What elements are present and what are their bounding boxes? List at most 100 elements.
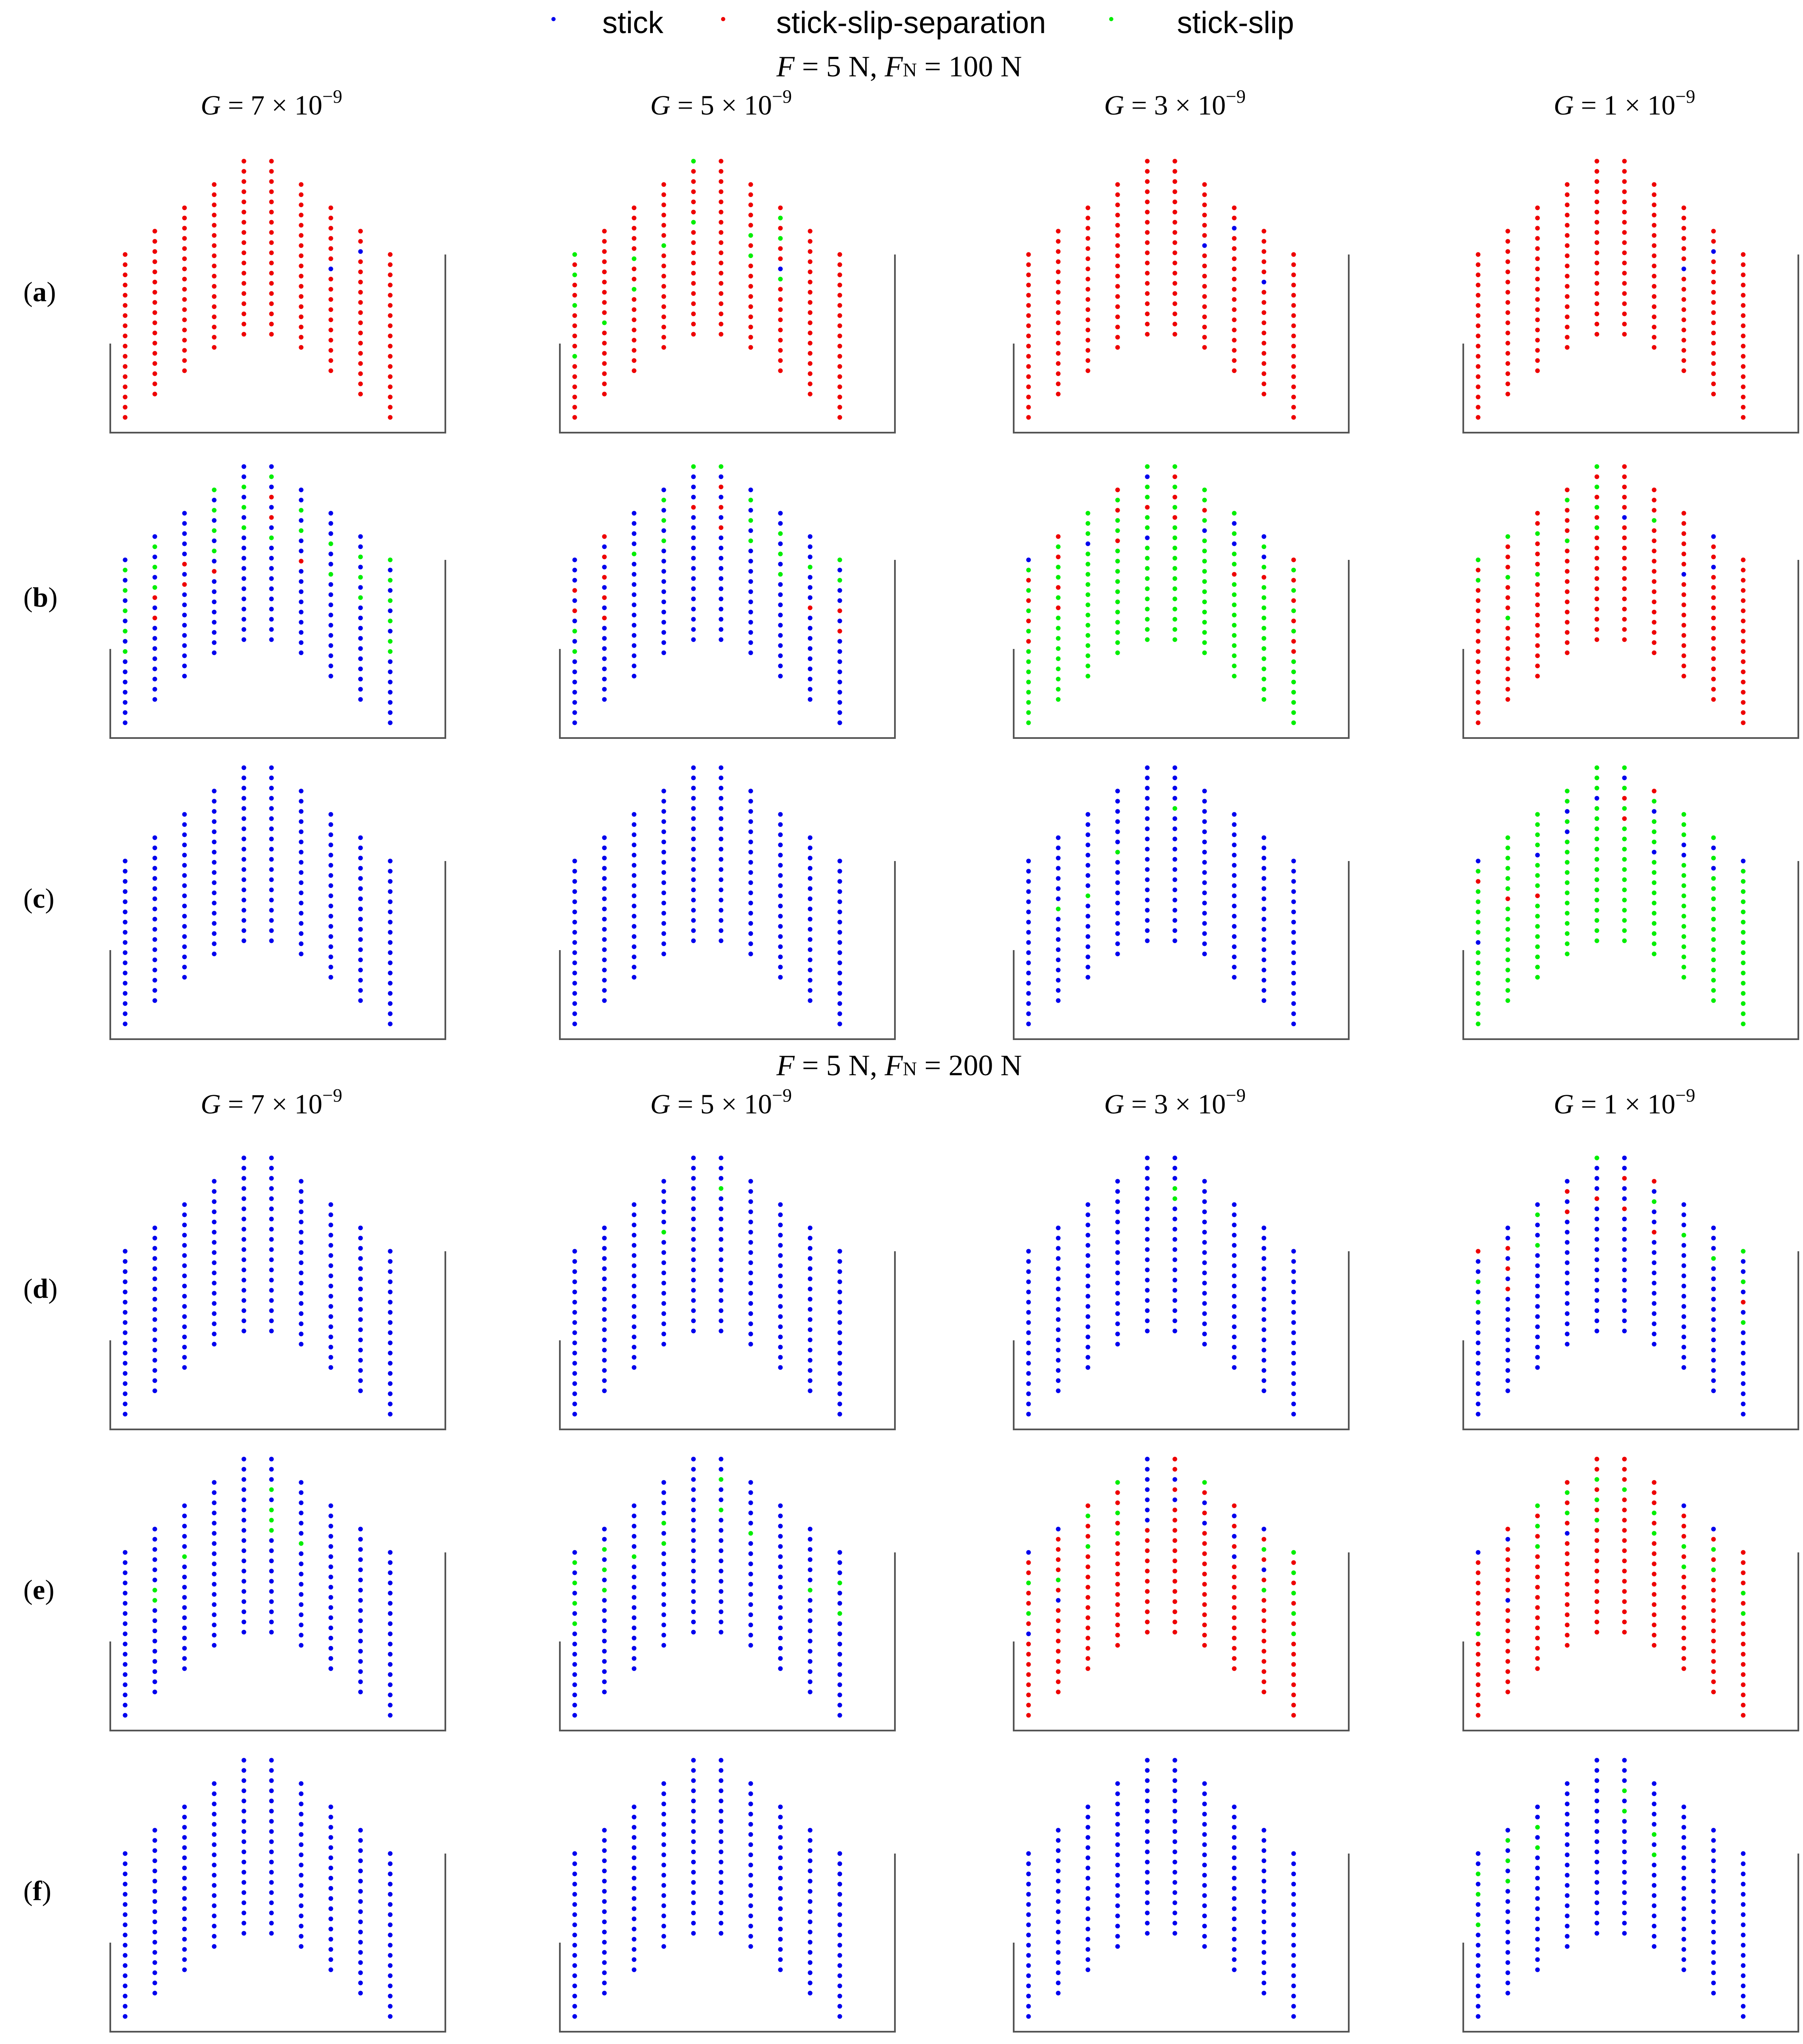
contact-point <box>1741 950 1746 955</box>
panel-frame <box>559 560 896 739</box>
contact-point <box>808 1899 813 1904</box>
contact-point <box>1681 1916 1686 1921</box>
contact-point <box>1594 1206 1599 1211</box>
contact-point <box>212 1281 217 1286</box>
contact-point <box>388 649 393 654</box>
contact-point <box>1711 917 1716 922</box>
contact-point <box>212 202 217 207</box>
contact-point <box>1202 324 1207 330</box>
contact-point <box>1622 836 1627 842</box>
contact-point <box>1711 249 1716 254</box>
contact-point <box>358 835 363 840</box>
contact-point <box>1026 1621 1031 1626</box>
contact-point <box>1535 215 1540 221</box>
contact-point <box>718 291 724 296</box>
contact-point <box>152 866 157 871</box>
contact-point <box>1622 545 1627 551</box>
contact-point <box>808 310 813 315</box>
contact-point <box>718 887 724 892</box>
contact-point <box>1652 1592 1657 1597</box>
contact-point <box>212 1602 217 1607</box>
contact-point <box>1145 1839 1150 1844</box>
contact-point <box>123 1550 128 1555</box>
contact-point <box>1232 812 1237 817</box>
contact-point <box>1565 498 1570 503</box>
contact-point <box>388 690 393 695</box>
contact-point <box>1085 1345 1090 1350</box>
contact-point <box>1505 988 1510 993</box>
contact-point <box>808 259 813 264</box>
contact-point <box>152 595 157 600</box>
contact-point <box>1115 1510 1120 1516</box>
contact-point <box>299 900 304 906</box>
contact-point <box>1535 307 1540 312</box>
contact-point <box>299 1331 304 1337</box>
contact-point <box>388 1892 393 1897</box>
contact-point <box>1535 338 1540 343</box>
contact-point <box>602 1557 607 1562</box>
contact-point <box>241 1900 246 1905</box>
contact-point <box>182 674 187 679</box>
contact-point <box>1291 940 1296 945</box>
contact-point <box>241 169 246 174</box>
contact-point <box>1232 914 1237 919</box>
contact-point <box>837 1320 842 1325</box>
contact-point <box>212 1903 217 1908</box>
contact-point <box>1056 937 1061 942</box>
contact-point <box>269 169 274 174</box>
contact-point <box>358 1266 363 1271</box>
contact-point <box>123 618 128 624</box>
contact-point <box>212 589 217 594</box>
contact-point <box>212 931 217 936</box>
contact-point <box>1085 1513 1090 1518</box>
contact-point <box>778 511 783 516</box>
contact-point <box>1145 311 1150 316</box>
contact-point <box>1681 863 1686 868</box>
contact-point <box>212 1189 217 1194</box>
contact-point <box>1535 612 1540 618</box>
contact-point <box>182 623 187 628</box>
contact-point <box>632 1656 637 1661</box>
contact-point <box>299 508 304 513</box>
contact-point <box>808 957 813 962</box>
contact-point <box>299 1781 304 1786</box>
contact-point <box>152 1266 157 1271</box>
contact-point <box>328 1253 333 1258</box>
contact-point <box>1261 1940 1266 1945</box>
contact-point <box>1565 202 1570 207</box>
contact-point <box>1741 869 1746 874</box>
contact-point <box>837 1011 842 1016</box>
contact-point <box>1622 1518 1627 1523</box>
contact-point <box>182 1855 187 1860</box>
contact-point <box>1505 1588 1510 1593</box>
contact-point <box>1505 1567 1510 1572</box>
contact-point <box>358 1980 363 1985</box>
contact-point <box>691 1859 696 1865</box>
contact-point <box>1261 1659 1266 1664</box>
contact-point <box>299 951 304 956</box>
contact-point <box>1115 579 1120 584</box>
contact-point <box>691 505 696 510</box>
contact-point <box>748 1924 753 1929</box>
contact-point <box>1172 607 1177 612</box>
contact-point <box>328 1906 333 1911</box>
contact-point <box>602 1286 607 1292</box>
contact-point <box>241 918 246 923</box>
contact-point <box>572 1249 577 1254</box>
contact-point <box>241 230 246 235</box>
contact-point <box>1115 538 1120 543</box>
contact-point <box>1594 898 1599 903</box>
contact-point <box>152 1256 157 1261</box>
contact-point <box>1026 1601 1031 1606</box>
contact-point <box>241 637 246 642</box>
contact-point <box>1535 1625 1540 1630</box>
contact-point <box>632 1916 637 1921</box>
contact-point <box>1261 998 1266 1003</box>
contact-point <box>837 1973 842 1978</box>
contact-point <box>299 789 304 794</box>
contact-point <box>1741 629 1746 634</box>
contact-point <box>1172 556 1177 561</box>
contact-point <box>241 806 246 811</box>
contact-point <box>1622 877 1627 882</box>
contact-point <box>388 1652 393 1657</box>
